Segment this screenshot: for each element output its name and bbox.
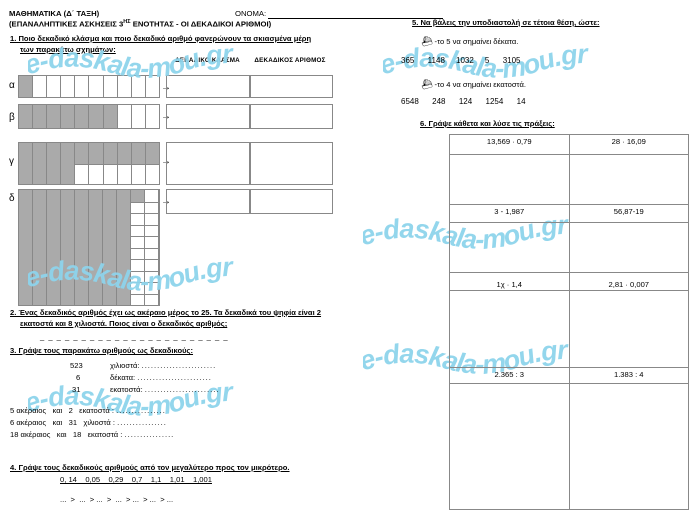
svg-text:e-daskala-mou.gr: e-daskala-mou.gr [28,253,235,297]
svg-text:e-daskala-mou.gr: e-daskala-mou.gr [28,40,235,84]
